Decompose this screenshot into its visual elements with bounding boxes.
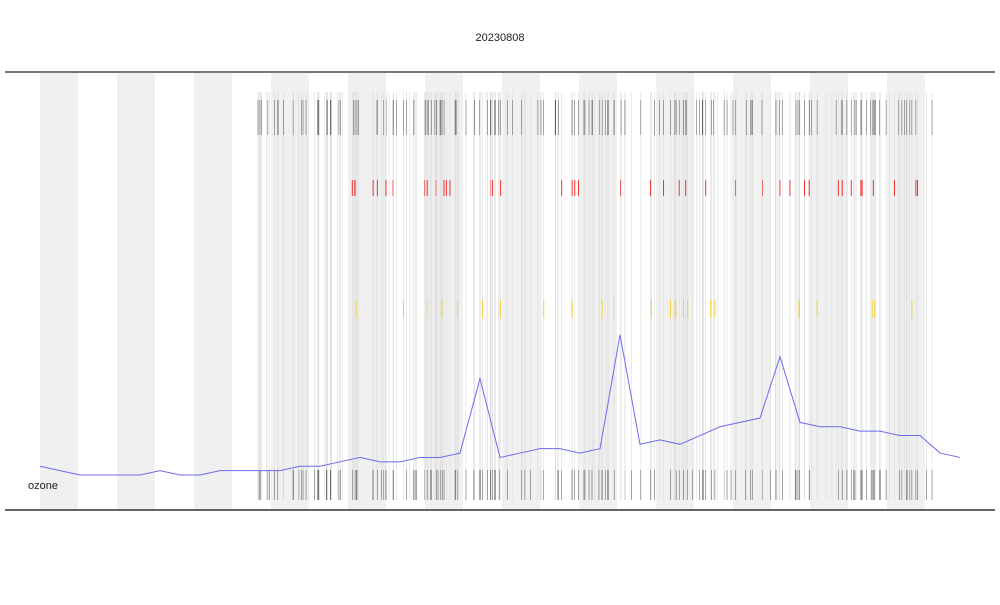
band — [887, 72, 925, 510]
background — [40, 72, 933, 510]
annotation: ozone — [28, 480, 58, 492]
band — [810, 72, 848, 510]
band — [117, 72, 155, 510]
band — [579, 72, 617, 510]
chart-title: 20230808 — [476, 32, 525, 44]
series-line — [39, 334, 961, 476]
band — [348, 72, 386, 510]
band — [40, 72, 78, 510]
band — [194, 72, 232, 510]
